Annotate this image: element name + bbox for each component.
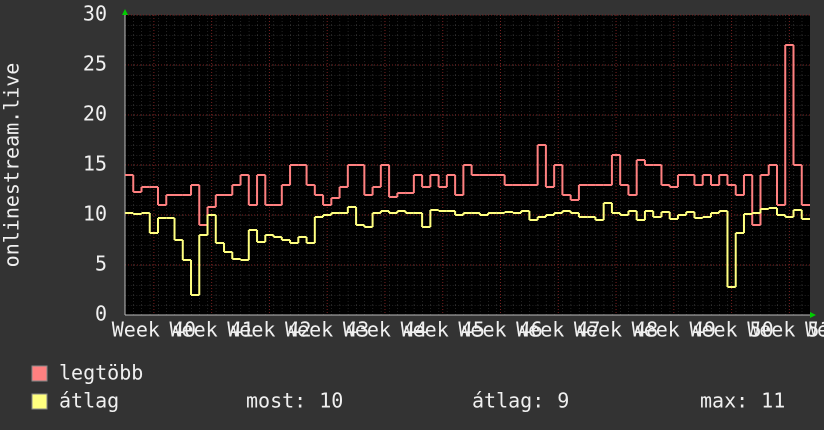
y-axis-arrow [122,9,128,15]
x-tick-label: Week 49 [632,318,716,342]
y-tick-label: 20 [83,102,107,126]
x-tick-label: Week 51 [747,318,824,342]
stat-value: 9 [557,389,569,413]
x-tick-label: Week 44 [343,318,427,342]
x-tick-label: Week 42 [227,318,311,342]
legend-label: legtöbb [59,361,143,385]
stat-label: most: [246,389,306,413]
x-tick-label: Week 47 [516,318,600,342]
stat-value: 10 [319,389,343,413]
x-tick-label: Week 46 [458,318,542,342]
legend-swatch [31,393,48,410]
x-tick-label: Week 41 [170,318,254,342]
y-tick-label: 5 [95,252,107,276]
y-tick-label: 0 [95,302,107,326]
y-tick-label: 10 [83,202,107,226]
x-tick-label: Week 48 [574,318,658,342]
legend-swatch [31,365,48,382]
x-tick-label: Week 52 [805,318,824,342]
y-axis-label: onlinestream.live [0,63,24,268]
stat-label: max: [700,389,748,413]
x-tick-label: Week 43 [285,318,369,342]
x-tick-label: Week 50 [689,318,773,342]
stat-label: átlag: [472,389,544,413]
x-tick-label: Week 40 [112,318,196,342]
y-tick-label: 30 [83,2,107,26]
legend-label: átlag [59,389,119,413]
y-tick-label: 25 [83,52,107,76]
x-axis-arrow [810,312,816,318]
y-tick-label: 15 [83,152,107,176]
x-tick-label: Week 45 [401,318,485,342]
stat-value: 11 [761,389,785,413]
